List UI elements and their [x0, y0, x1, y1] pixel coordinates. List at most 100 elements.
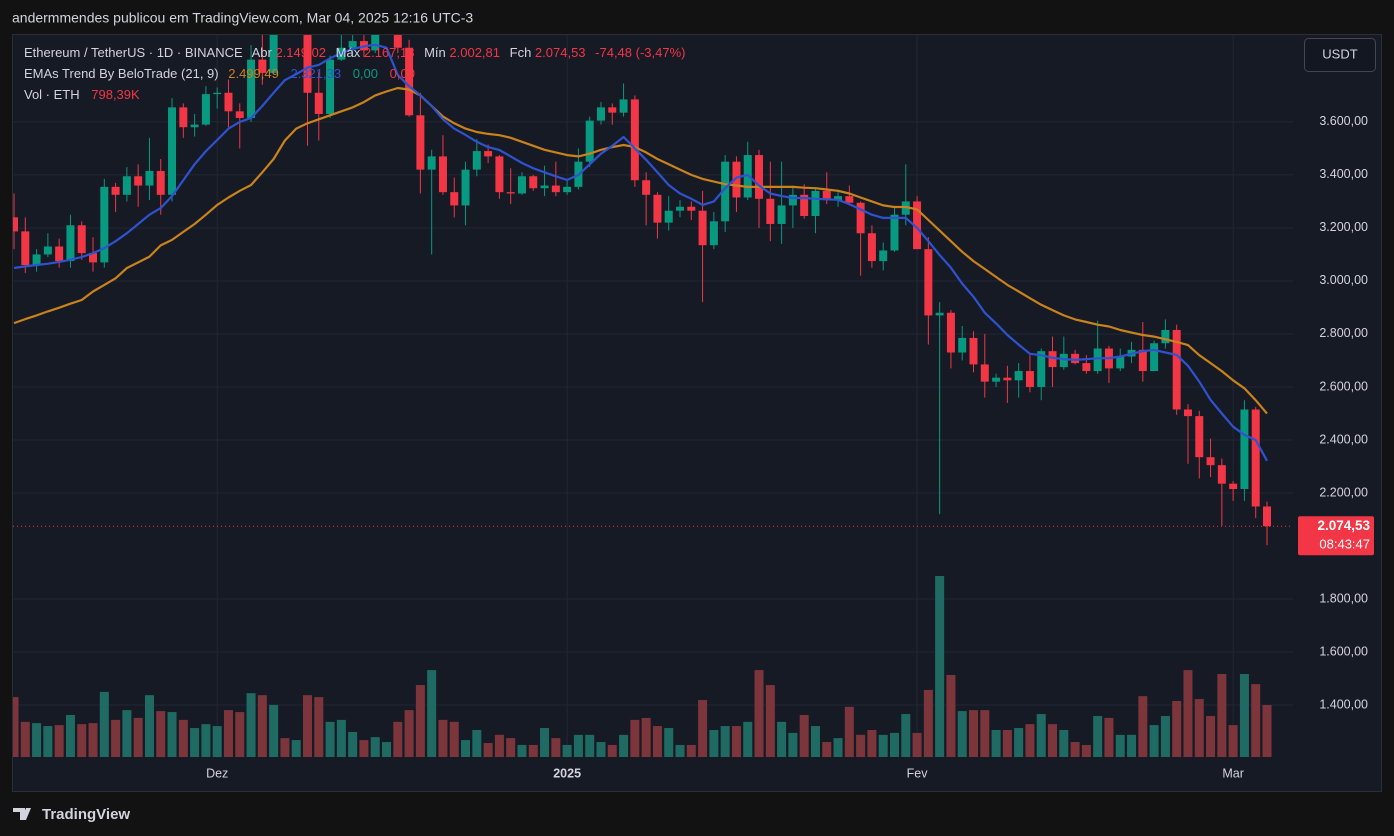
x-tick-label: Mar: [1222, 766, 1244, 780]
y-tick-label: 2.600,00: [1319, 379, 1368, 393]
volume-bar: [991, 729, 1001, 757]
volume-bar: [257, 695, 267, 757]
volume-bar: [449, 721, 459, 757]
volume-bar: [1070, 742, 1080, 757]
last-price-box: [1298, 516, 1374, 556]
candle-body: [687, 206, 696, 211]
volume-bar: [336, 719, 346, 757]
volume-bar: [664, 728, 674, 757]
candle-body: [517, 176, 526, 194]
volume-bar: [1262, 705, 1272, 757]
volume-bar: [1014, 728, 1024, 757]
volume-bar: [144, 695, 154, 757]
volume-bar: [156, 711, 166, 757]
candle-body: [122, 176, 131, 195]
volume-bar: [88, 723, 98, 757]
candle-body: [145, 170, 154, 186]
volume-bar: [1160, 715, 1170, 757]
volume-bar: [686, 744, 696, 757]
candle-body: [190, 124, 199, 128]
candle-body: [43, 246, 52, 255]
volume-bar: [178, 719, 188, 757]
candle-body: [1150, 343, 1159, 372]
candle-body: [405, 47, 414, 116]
y-tick-label: 2.800,00: [1319, 326, 1368, 340]
volume-bar: [223, 710, 233, 757]
volume-bar: [1036, 714, 1046, 757]
currency-button[interactable]: USDT: [1304, 38, 1376, 72]
indicator-extra: 0,00: [353, 66, 378, 81]
candle-body: [1161, 329, 1170, 344]
volume-bar: [709, 729, 719, 757]
volume-bar: [269, 704, 279, 757]
ema-line: [13, 43, 1268, 462]
candle-body: [980, 364, 989, 382]
volume-bar: [438, 719, 448, 757]
candle-body: [845, 196, 854, 203]
volume-bar: [246, 693, 256, 757]
symbol: Ethereum / TetherUS · 1D · BINANCE: [24, 45, 243, 60]
candle-body: [822, 190, 831, 201]
volume-bar: [1239, 673, 1249, 757]
volume-bar: [562, 744, 572, 757]
volume-bar: [935, 576, 945, 757]
candle-body: [1172, 329, 1181, 410]
volume-bar: [13, 697, 19, 757]
candle-body: [563, 186, 572, 193]
volume-row: Vol · ETH 798,39K: [24, 87, 140, 102]
candle-body: [258, 59, 267, 73]
candle-body: [371, 35, 380, 51]
volume-bar: [822, 742, 832, 757]
volume-bar: [856, 734, 866, 757]
candle-body: [608, 107, 617, 113]
volume-bar: [415, 685, 425, 757]
volume-bar: [1002, 729, 1012, 757]
candle-body: [1263, 506, 1271, 527]
close-value: 2.074,53: [535, 45, 586, 60]
candle-body: [890, 214, 899, 251]
candle-body: [89, 253, 98, 263]
candle-body: [314, 92, 323, 114]
volume-bar: [1104, 717, 1114, 757]
volume-bar: [619, 734, 629, 757]
volume-bar: [54, 725, 64, 757]
volume-bar: [585, 734, 595, 757]
candle-body: [326, 59, 335, 114]
candle-body: [427, 156, 436, 170]
volume-bar: [314, 697, 324, 757]
volume-bar: [810, 726, 820, 757]
volume-bar: [517, 744, 527, 757]
legend-row: Ethereum / TetherUS · 1D · BINANCE Abr 2…: [24, 45, 685, 60]
candle-body: [867, 233, 876, 262]
volume-bar: [551, 738, 561, 757]
candle-body: [630, 99, 639, 181]
volume-bar: [540, 728, 550, 757]
volume-bar: [1149, 725, 1159, 757]
volume-bar: [393, 721, 403, 757]
currency[interactable]: USDT: [1322, 46, 1357, 61]
candle-body: [201, 94, 210, 125]
volume-bar: [652, 726, 662, 757]
y-tick-label: 1.600,00: [1319, 644, 1368, 658]
candle-body: [935, 312, 944, 316]
volume-bar: [280, 738, 290, 757]
candle-body: [303, 35, 312, 93]
indicator-row: EMAs Trend By BeloTrade (21, 9) 2.499,49…: [24, 66, 415, 81]
candle-body: [879, 250, 888, 262]
indicator-extra: 0,00: [390, 66, 415, 81]
candle-body: [111, 186, 120, 195]
volume-bar: [630, 719, 640, 757]
candle-body: [619, 99, 628, 113]
y-tick-label: 3.400,00: [1319, 167, 1368, 181]
volume-bar: [483, 743, 493, 757]
volume-bar: [291, 740, 301, 757]
volume-bar: [122, 710, 132, 757]
y-tick-label: 1.800,00: [1319, 591, 1368, 605]
currency-box[interactable]: [1304, 38, 1376, 72]
volume-bar: [494, 734, 504, 757]
candle-body: [472, 151, 481, 170]
close-label: Fch: [510, 45, 532, 60]
volume-bar: [427, 670, 437, 757]
candle-body: [1229, 483, 1238, 489]
candle-body: [1251, 409, 1260, 507]
